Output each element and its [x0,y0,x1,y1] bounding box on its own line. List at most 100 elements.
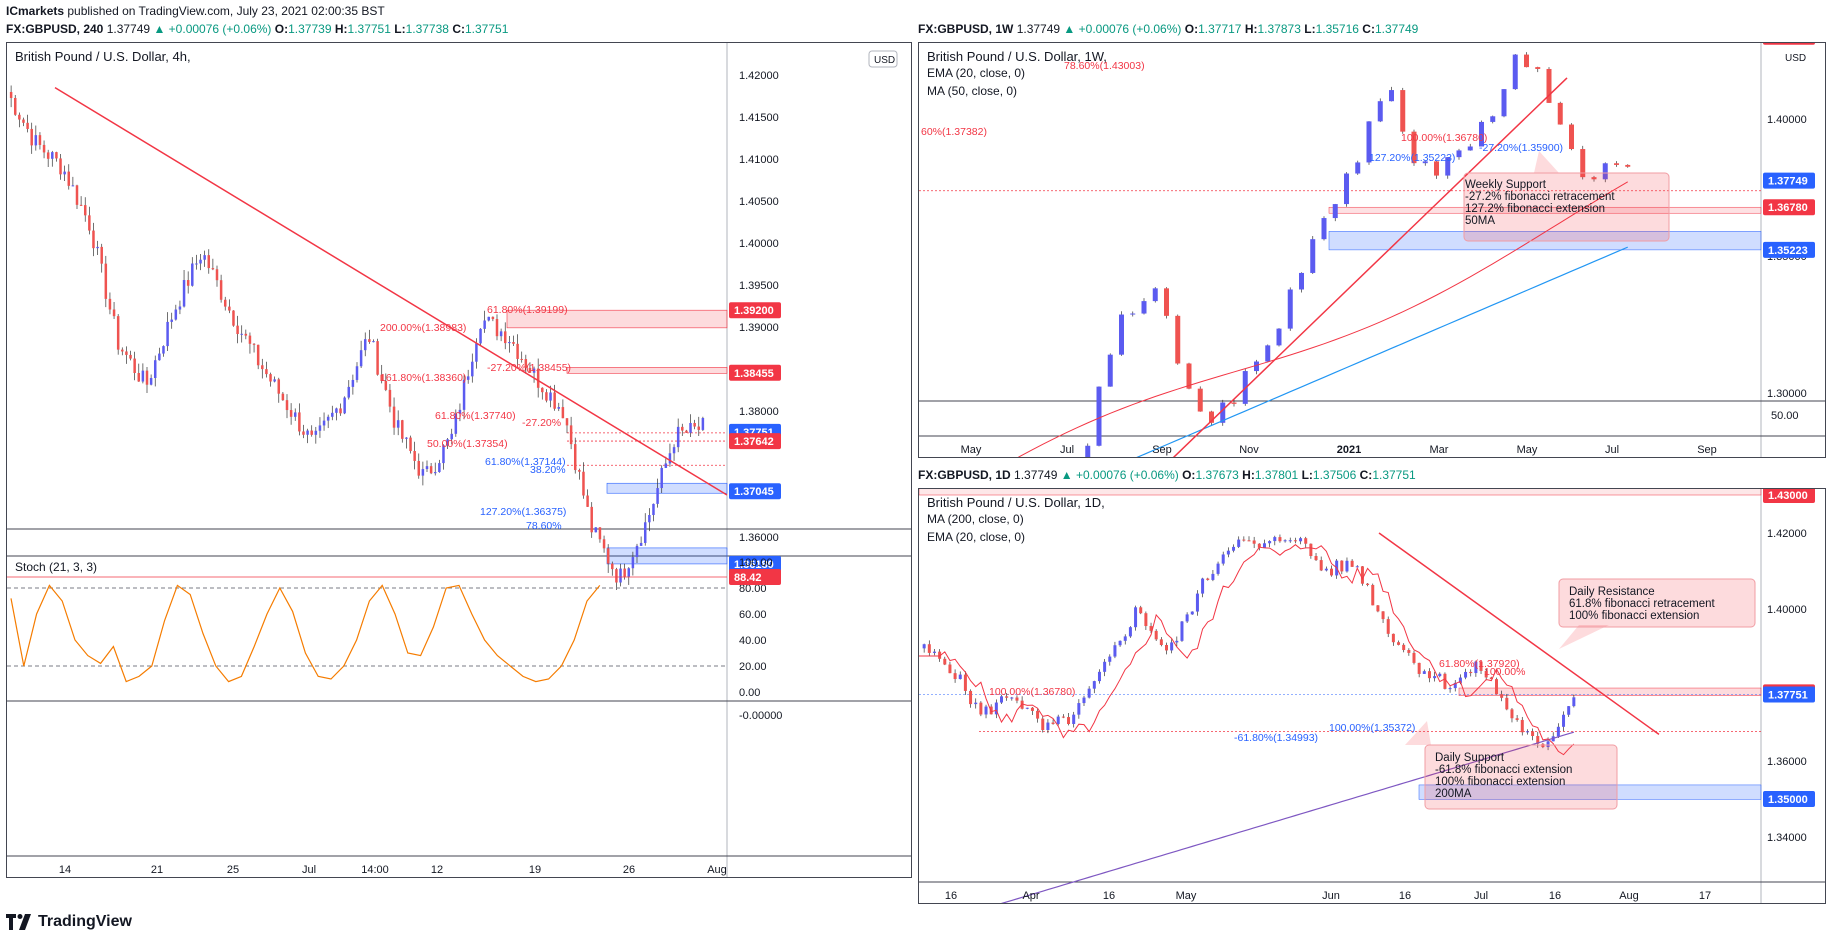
publisher-line: ICmarkets published on TradingView.com, … [6,4,385,18]
candle-body [129,355,132,359]
fib-label: 78.60%(1.43003) [1064,60,1145,72]
price-tag: 1.43000 [1768,43,1808,44]
x-tick-label: May [961,444,982,456]
candle-body [133,359,136,373]
candle-body [1464,672,1467,678]
candle-body [516,344,519,359]
candle-body [1625,165,1630,167]
candle-body [1237,540,1240,547]
candle-body [228,307,231,311]
candle-body [1103,662,1106,672]
d1-chart-panel[interactable]: British Pound / U.S. Dollar, 1D, MA (200,… [918,488,1826,904]
candle-body [1085,446,1090,458]
w1-high: 1.37873 [1258,22,1301,36]
stoch-label: Stoch (21, 3, 3) [15,560,97,574]
candle-body [236,326,239,334]
candle-body [1222,554,1225,563]
candle-body [1139,607,1142,613]
h4-chart-panel[interactable]: British Pound / U.S. Dollar, 4h, USD 1.420… [6,42,912,878]
candle-body [1242,540,1245,541]
x-tick-label: 16 [1399,890,1411,902]
x-tick-label: Apr [1022,890,1039,902]
candle-body [1142,301,1147,313]
d1-close: 1.37751 [1372,468,1415,482]
candle-body [964,675,967,691]
candle-body [928,644,931,653]
x-tick-label: 2021 [1337,444,1361,456]
candle-body [1315,556,1318,560]
candle-body [1288,289,1293,328]
candle-body [545,392,548,400]
candle-body [418,461,421,476]
candle-body [1155,631,1158,639]
w1-change: +0.00076 (+0.06%) [1079,22,1182,36]
x-tick-label: 21 [151,864,163,876]
candle-body [368,339,371,342]
candle-body [475,343,478,361]
fib-label: -61.80%(1.34993) [1234,732,1318,744]
candle-body [208,255,211,268]
up-triangle-icon: ▲ [1061,468,1073,482]
candle-body [1062,717,1065,718]
candle-body [195,263,198,264]
candle-body [1108,355,1113,387]
candle-body [644,522,647,543]
candle-body [681,427,684,431]
candle-body [59,158,62,174]
candle-body [278,379,281,393]
w1-chart-panel[interactable]: British Pound / U.S. Dollar, 1W, EMA (20,… [918,42,1826,458]
candle-body [1206,579,1209,580]
up-triangle-icon: ▲ [153,22,165,36]
candle-body [1031,708,1034,711]
price-tag: 1.35223 [1768,245,1808,257]
candle-body [603,539,606,548]
candle-body [508,342,511,343]
candle-body [298,412,301,431]
daily-support-note-line: Daily Support [1435,752,1505,764]
candle-body [1433,676,1436,678]
x-tick-label: May [1517,444,1538,456]
candle-body [1294,540,1297,541]
x-tick-label: 16 [1549,890,1561,902]
d1-header: FX:GBPUSD, 1D 1.37749 ▲ +0.00076 (+0.06%… [918,468,1416,482]
candle-body [319,425,322,430]
candle-body [496,319,499,336]
candle-body [1119,641,1122,645]
w1-header: FX:GBPUSD, 1W 1.37749 ▲ +0.00076 (+0.06%… [918,22,1418,36]
stoch-tick-label: -0.00000 [739,710,782,722]
candle-body [397,420,400,427]
w1-chart[interactable]: British Pound / U.S. Dollar, 1W, EMA (20,… [919,43,1826,458]
candle-body [628,568,631,576]
candle-body [430,466,433,473]
y-tick-label: 1.30000 [1767,388,1807,400]
h4-chart[interactable]: British Pound / U.S. Dollar, 4h, USD 1.420… [7,43,912,878]
candle-body [138,373,141,382]
candle-body [393,407,396,428]
candle-body [673,447,676,453]
y-tick-label: 1.34000 [1767,832,1807,844]
candle-body [471,362,474,377]
candle-body [68,172,71,186]
y-tick-label: 1.41500 [739,112,779,124]
fib-label: 127.20%(1.35223) [1369,152,1455,164]
candle-body [18,115,21,120]
candle-body [253,344,256,345]
y-tick-label: 1.40500 [739,196,779,208]
candle-body [1392,634,1395,642]
candle-body [1124,636,1127,640]
candle-body [492,317,495,319]
candle-body [364,339,367,350]
candle-body [117,316,120,349]
d1-indicator-ma: MA (200, close, 0) [927,512,1024,526]
candle-body [463,380,466,410]
x-tick-label: 16 [945,890,957,902]
fib-label: 38.20% [530,464,566,476]
d1-chart[interactable]: British Pound / U.S. Dollar, 1D, MA (200,… [919,489,1826,904]
candle-body [586,496,589,507]
candle-body [422,469,425,476]
candle-body [1340,561,1343,572]
x-tick-label: 17 [1699,890,1711,902]
candle-body [689,423,692,433]
candle-body [1490,116,1495,122]
candle-body [286,400,289,410]
